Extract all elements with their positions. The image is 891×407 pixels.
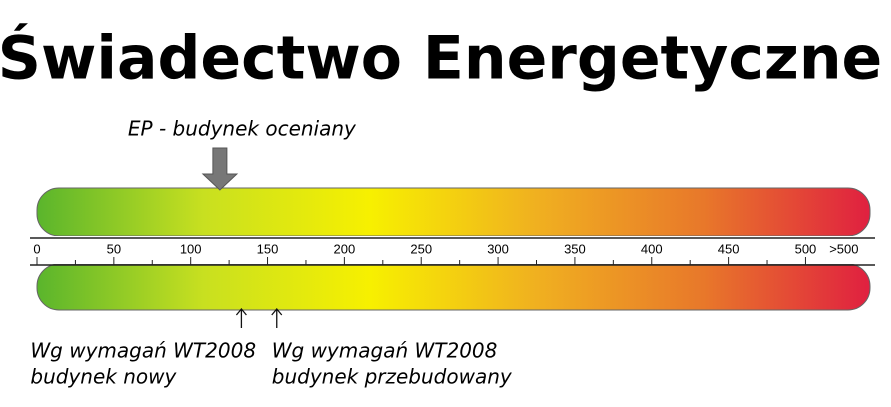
marker-arrow [235, 307, 247, 328]
x-tick-label: 200 [334, 241, 356, 256]
marker-label: Wg wymagań WT2008 [272, 339, 498, 363]
marker-label: budynek przebudowany [272, 365, 513, 389]
scale-bar-bottom [36, 263, 871, 311]
x-tick-label: >500 [829, 241, 858, 256]
axis-band [30, 236, 875, 264]
x-tick-label: 100 [180, 241, 202, 256]
marker-label: budynek nowy [30, 365, 177, 389]
x-tick-label: 50 [107, 241, 121, 256]
x-tick-label: 350 [564, 241, 586, 256]
x-tick-label: 300 [487, 241, 509, 256]
chart-title: Świadectwo Energetyczne [0, 23, 882, 94]
x-tick-label: 250 [410, 241, 432, 256]
marker-label: EP - budynek oceniany [128, 117, 357, 141]
x-tick-label: 450 [718, 241, 740, 256]
x-tick-label: 500 [795, 241, 817, 256]
marker-arrow [201, 147, 239, 191]
x-tick-label: 400 [641, 241, 663, 256]
x-tick-label: 150 [257, 241, 279, 256]
x-tick-label: 0 [33, 241, 40, 256]
marker-arrow [271, 307, 283, 328]
scale-bar-top [36, 187, 871, 237]
marker-label: Wg wymagań WT2008 [30, 339, 256, 363]
